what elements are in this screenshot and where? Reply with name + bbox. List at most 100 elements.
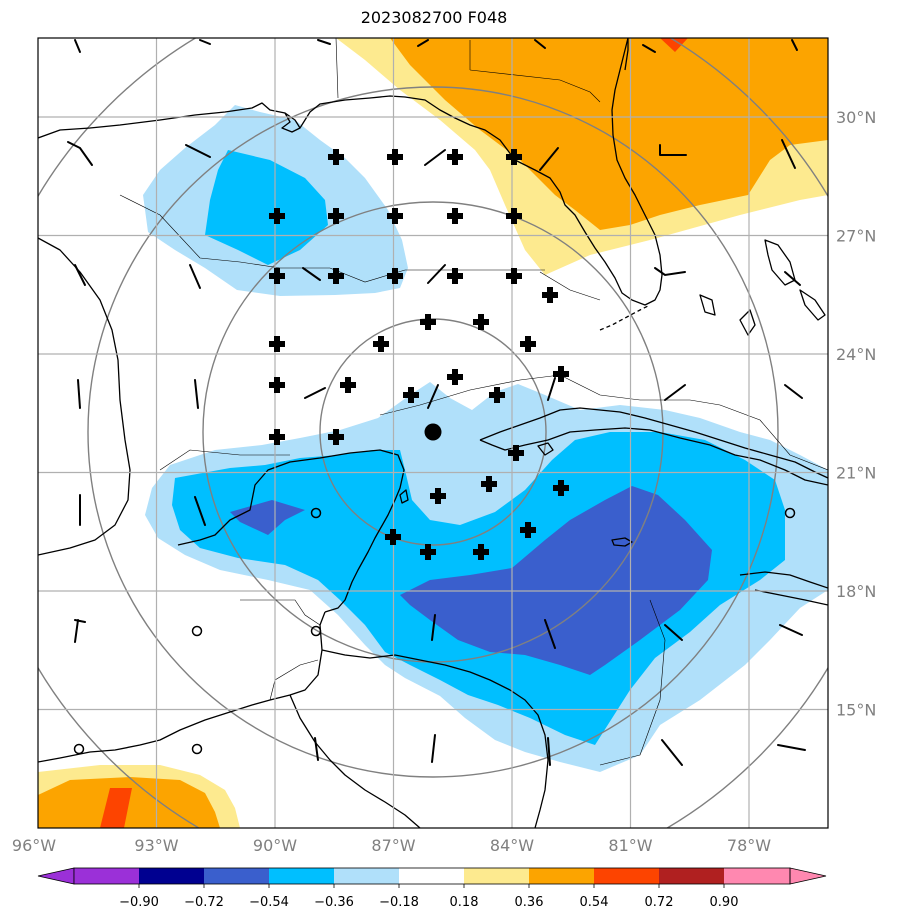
coast-gulf-us	[38, 38, 663, 306]
coast-nicaragua	[289, 694, 421, 828]
wind-barb	[784, 384, 803, 399]
wind-barb	[781, 139, 796, 169]
wind-barb	[659, 144, 687, 156]
coast-florida-keys	[599, 304, 651, 331]
coast-mexico-gulf	[38, 237, 131, 556]
plus-marker	[542, 287, 558, 303]
wind-barb	[185, 144, 211, 158]
colorbar-segment	[204, 868, 269, 884]
lon-tick-label: 78°W	[727, 836, 771, 855]
storm-center-marker	[424, 423, 442, 441]
colorbar-label: 0.36	[515, 895, 544, 910]
calm-circle	[73, 743, 85, 755]
wind-barb	[424, 149, 446, 166]
plus-marker	[340, 377, 356, 393]
plus-marker	[447, 268, 463, 284]
wind-barb	[534, 39, 546, 49]
wind-barb	[791, 39, 798, 51]
wind-barb	[642, 44, 656, 53]
wind-barb	[664, 624, 683, 641]
wind-barb	[784, 271, 801, 286]
plus-marker	[387, 149, 403, 165]
plus-marker	[447, 208, 463, 224]
plus-marker	[447, 369, 463, 385]
wind-barb	[417, 39, 429, 47]
coast-hispaniola	[739, 571, 828, 589]
lon-tick-label: 90°W	[253, 836, 297, 855]
colorbar-segment	[464, 868, 529, 884]
lon-tick-label: 93°W	[134, 836, 178, 855]
positive-anomaly-medium-ne	[390, 38, 828, 230]
lat-tick-label: 30°N	[836, 108, 876, 127]
plus-marker	[269, 377, 285, 393]
wind-barb	[317, 39, 331, 45]
wind-barb	[779, 624, 803, 636]
wind-barb	[194, 379, 199, 409]
negative-anomaly-medium-gulf	[205, 150, 328, 265]
map-frame	[37, 37, 829, 829]
coast-cozumel	[399, 489, 409, 504]
wind-barb	[539, 147, 559, 171]
lon-tick-label: 84°W	[490, 836, 534, 855]
coast-central-america	[38, 611, 326, 763]
colorbar-segment	[139, 868, 204, 884]
map-title: 2023082700 F048	[360, 8, 508, 27]
colorbar-label: −0.54	[249, 895, 289, 910]
filled-contours	[38, 38, 828, 828]
colorbar: −0.90 −0.72 −0.54 −0.36 −0.18 0.18 0.36 …	[37, 867, 827, 910]
wind-barb	[654, 267, 686, 277]
coast-mississippi-delta	[281, 112, 301, 133]
coast-jamaica	[611, 537, 633, 547]
lon-tick-label: 96°W	[12, 836, 56, 855]
colorbar-segment	[594, 868, 659, 884]
wind-barb	[664, 384, 686, 401]
wind-barb	[544, 619, 556, 649]
wind-barb	[74, 619, 86, 643]
colorbar-label: −0.72	[184, 895, 224, 910]
wind-barb	[547, 377, 556, 401]
wind-barb	[67, 141, 93, 166]
colorbar-segment	[334, 868, 399, 884]
border-eez	[119, 194, 828, 766]
negative-anomaly-strong-west	[230, 500, 305, 535]
coast-bahamas	[699, 239, 826, 336]
wind-barb	[74, 39, 81, 53]
colorbar-label: 0.90	[710, 895, 739, 910]
positive-anomaly-strong-sw	[100, 788, 132, 828]
wind-barb	[431, 614, 436, 641]
plus-marker	[506, 268, 522, 284]
colorbar-segment	[74, 868, 139, 884]
wind-barb	[189, 264, 201, 289]
colorbar-label: −0.36	[314, 895, 354, 910]
lat-tick-label: 21°N	[836, 464, 876, 483]
wind-barb	[314, 737, 319, 761]
lon-tick-labels: 96°W 93°W 90°W 87°W 84°W 81°W 78°W	[12, 836, 771, 855]
coast-atlantic-us	[624, 38, 629, 71]
calm-markers	[73, 507, 796, 755]
border-mexico	[240, 599, 321, 626]
coast-hispaniola-south	[754, 589, 828, 606]
wind-barb	[199, 39, 211, 45]
negative-anomaly-strong-caribbean	[400, 486, 712, 675]
wind-barb	[777, 744, 806, 751]
colorbar-extend-low	[37, 867, 75, 885]
colorbar-label: 0.18	[450, 895, 479, 910]
colorbar-segment	[269, 868, 334, 884]
calm-circle	[310, 507, 322, 519]
lat-tick-label: 24°N	[836, 345, 876, 364]
colorbar-segment	[659, 868, 724, 884]
plus-marker	[269, 336, 285, 352]
wind-barb	[427, 384, 439, 409]
wind-barb	[77, 379, 81, 409]
coast-isla-juventud	[537, 442, 554, 456]
wind-barbs	[67, 39, 806, 766]
wind-barb	[431, 734, 436, 763]
coast-cuba	[479, 407, 828, 479]
lon-tick-label: 87°W	[371, 836, 415, 855]
lon-tick-label: 81°W	[608, 836, 652, 855]
coast-honduras	[321, 649, 549, 828]
plus-marker	[373, 336, 389, 352]
wind-barb	[194, 496, 206, 526]
coastlines	[38, 38, 828, 828]
